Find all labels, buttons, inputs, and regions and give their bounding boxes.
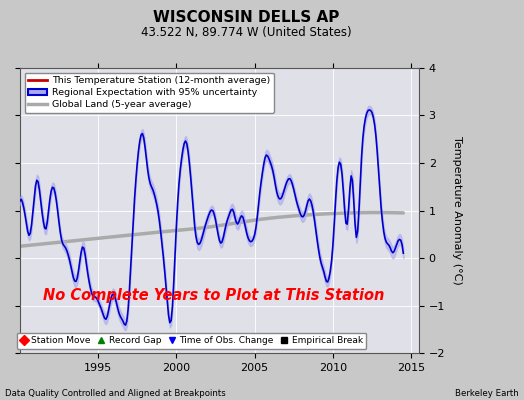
Text: No Complete Years to Plot at This Station: No Complete Years to Plot at This Statio… <box>43 288 385 303</box>
Legend: Station Move, Record Gap, Time of Obs. Change, Empirical Break: Station Move, Record Gap, Time of Obs. C… <box>17 332 366 349</box>
Text: Data Quality Controlled and Aligned at Breakpoints: Data Quality Controlled and Aligned at B… <box>5 389 226 398</box>
Text: Berkeley Earth: Berkeley Earth <box>455 389 519 398</box>
Y-axis label: Temperature Anomaly (°C): Temperature Anomaly (°C) <box>452 136 462 285</box>
Text: 43.522 N, 89.774 W (United States): 43.522 N, 89.774 W (United States) <box>141 26 352 39</box>
Text: WISCONSIN DELLS AP: WISCONSIN DELLS AP <box>153 10 340 25</box>
